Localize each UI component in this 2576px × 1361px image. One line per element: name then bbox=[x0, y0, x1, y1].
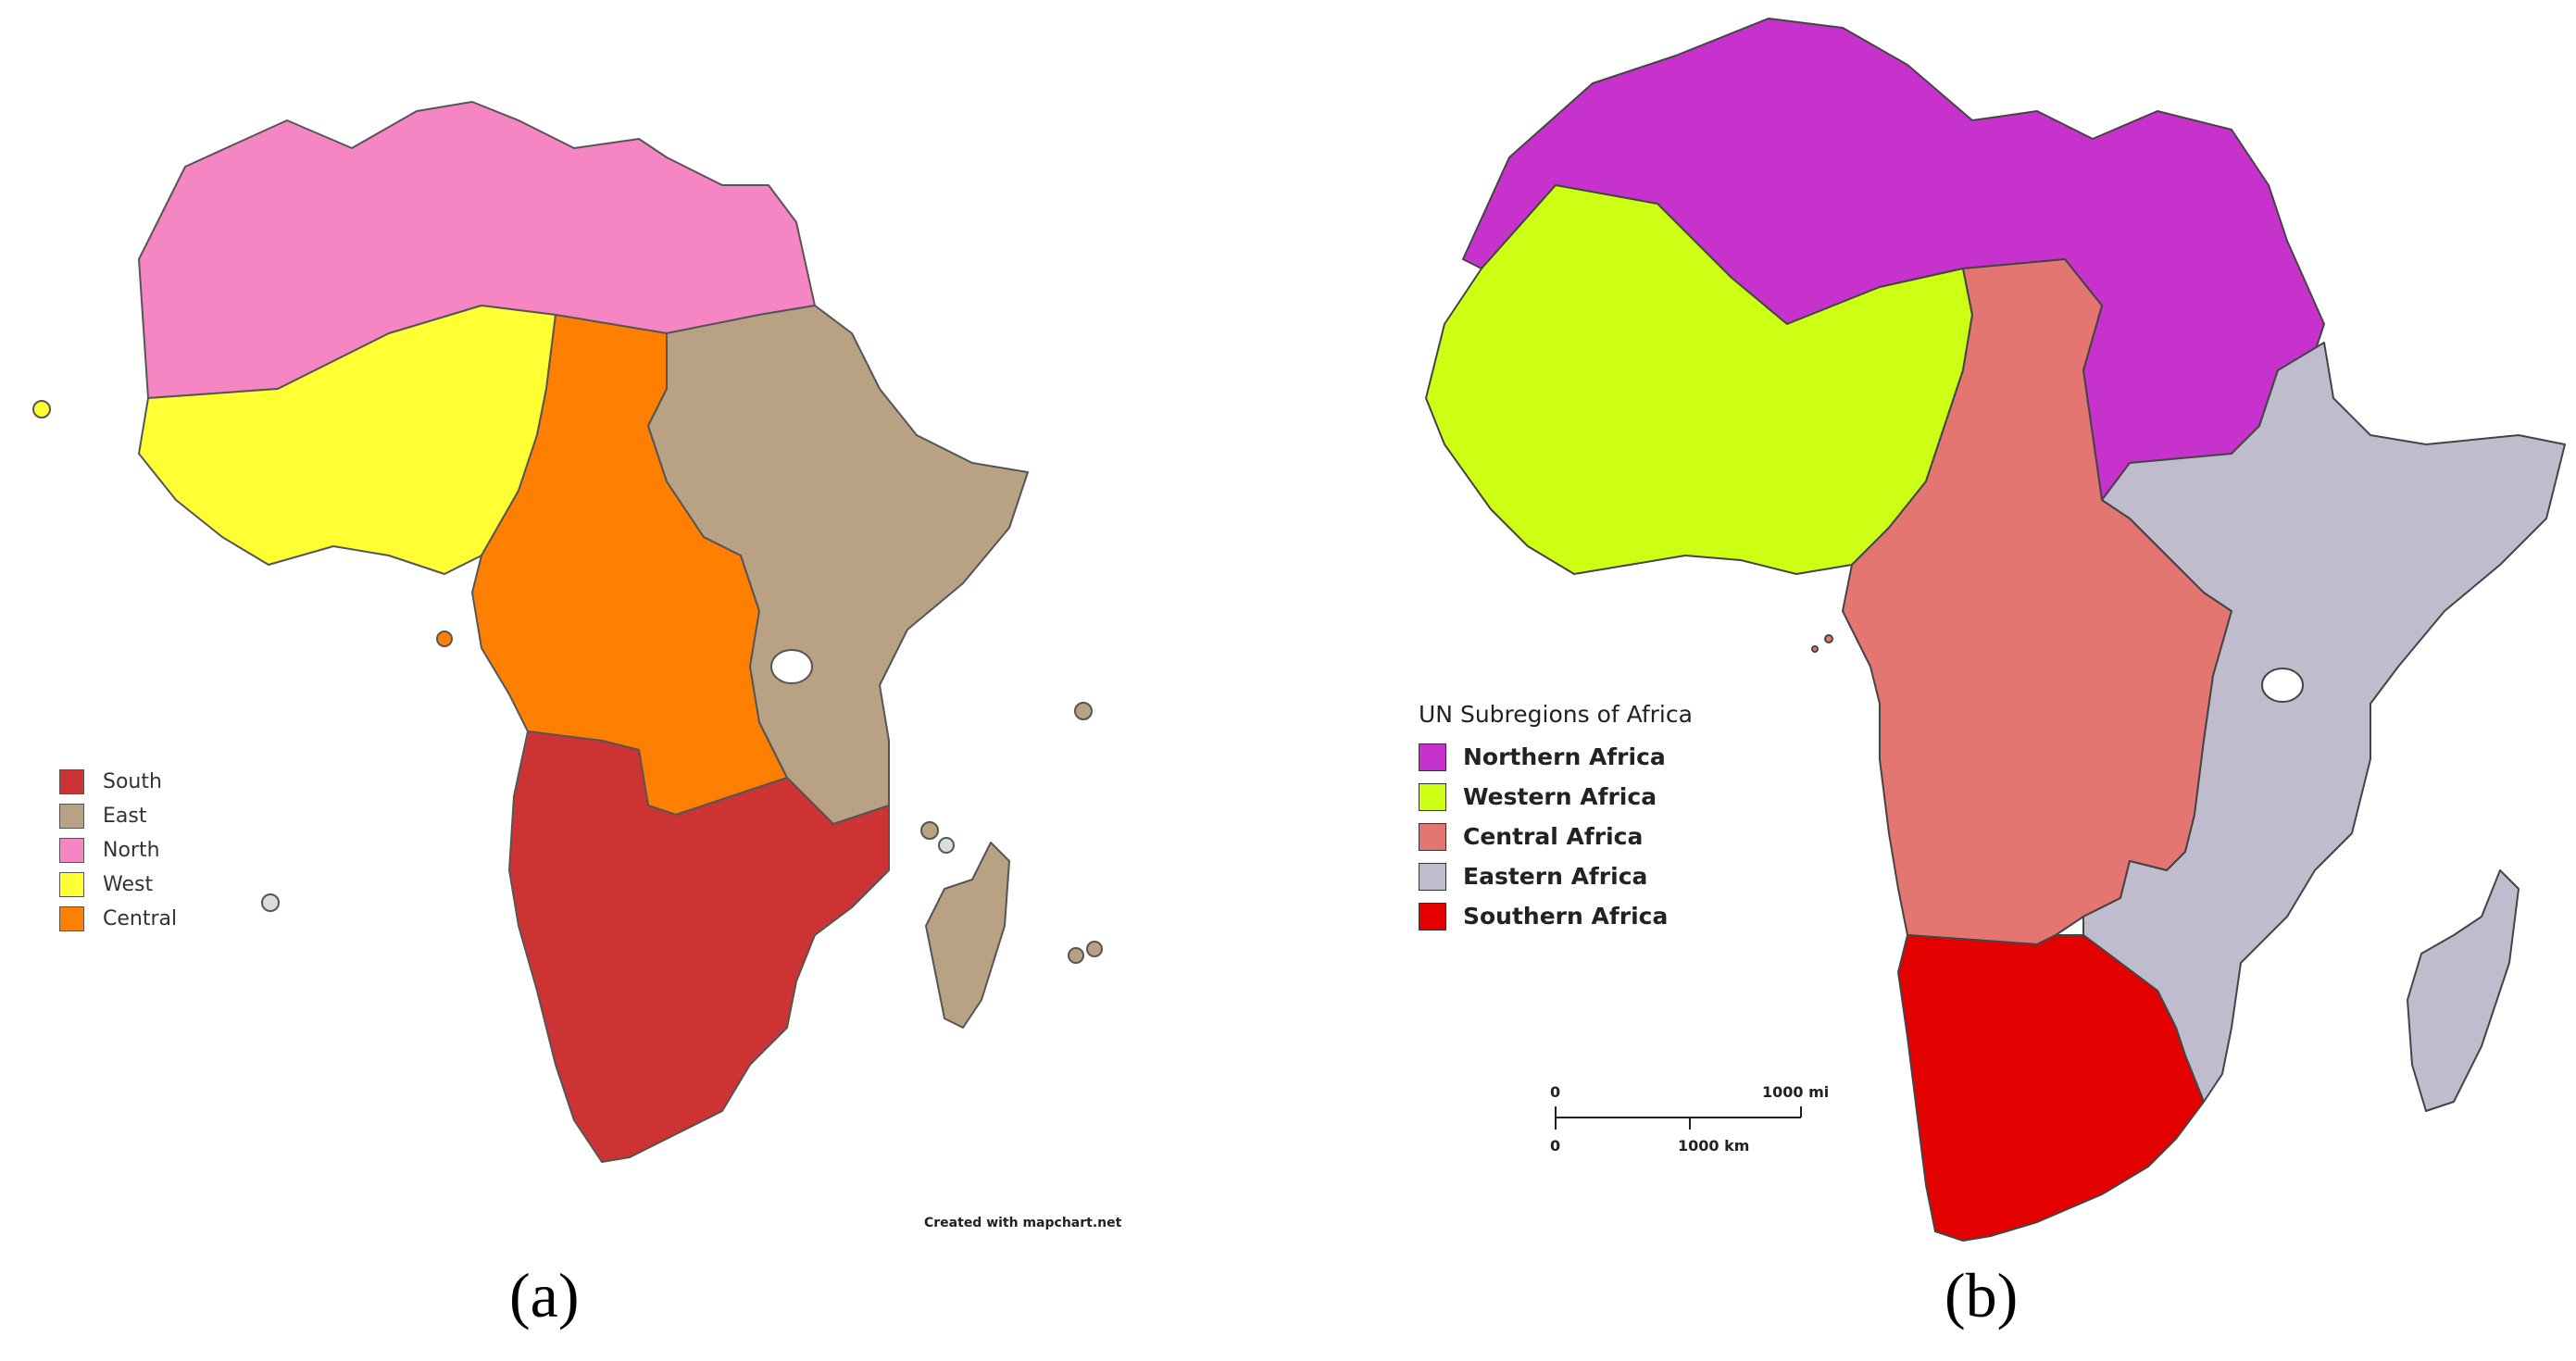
legend-b-item-northern: Northern Africa bbox=[1419, 737, 1693, 777]
legend-a-swatch bbox=[59, 769, 84, 794]
legend-a-label: East bbox=[103, 805, 147, 828]
scale-zero-top: 0 bbox=[1550, 1083, 1561, 1101]
panel-b-map bbox=[1425, 18, 2566, 1242]
legend-a-item-south: South bbox=[59, 765, 177, 799]
scale-zero-bottom: 0 bbox=[1550, 1137, 1561, 1155]
legend-b-swatch bbox=[1419, 743, 1446, 771]
legend-b-label: Southern Africa bbox=[1463, 903, 1669, 930]
legend-a-label: North bbox=[103, 839, 160, 862]
island-comoros-a bbox=[920, 821, 939, 840]
region-madagascar-b bbox=[2407, 869, 2520, 1112]
legend-b-swatch bbox=[1419, 822, 1446, 851]
region-south-a bbox=[508, 730, 890, 1163]
legend-b-swatch bbox=[1419, 782, 1446, 811]
legend-b-title: UN Subregions of Africa bbox=[1419, 701, 1693, 728]
region-eastern-africa-b bbox=[2082, 342, 2566, 1103]
legend-b-swatch bbox=[1419, 862, 1446, 891]
legend-a-swatch bbox=[59, 906, 84, 931]
island-sao-tome-a bbox=[436, 631, 453, 647]
legend-a-item-central: Central bbox=[59, 902, 177, 936]
lake-victoria-a bbox=[770, 649, 813, 684]
legend-a-swatch bbox=[59, 872, 84, 897]
legend-a-label: South bbox=[103, 770, 162, 793]
legend-a-label: West bbox=[103, 873, 154, 896]
legend-b-item-southern: Southern Africa bbox=[1419, 896, 1693, 936]
legend-a-item-north: North bbox=[59, 833, 177, 868]
legend-b-label: Northern Africa bbox=[1463, 743, 1666, 770]
legend-a-item-east: East bbox=[59, 799, 177, 833]
island-reunion-a bbox=[1086, 941, 1103, 957]
island-mauritius-a bbox=[1068, 947, 1084, 964]
region-madagascar-a bbox=[925, 842, 1010, 1029]
island-mayotte-a bbox=[938, 837, 955, 854]
island-st-helena-a bbox=[261, 893, 280, 912]
legend-b-swatch bbox=[1419, 902, 1446, 930]
legend-a: South East North West Central bbox=[59, 765, 177, 936]
caption-a: (a) bbox=[509, 1260, 580, 1330]
legend-b-item-central: Central Africa bbox=[1419, 817, 1693, 856]
legend-b-label: Central Africa bbox=[1463, 823, 1644, 850]
region-southern-africa-b bbox=[1897, 934, 2205, 1242]
legend-b-label: Western Africa bbox=[1463, 783, 1657, 810]
legend-b-item-eastern: Eastern Africa bbox=[1419, 856, 1693, 896]
legend-b-item-western: Western Africa bbox=[1419, 777, 1693, 817]
legend-a-label: Central bbox=[103, 907, 178, 930]
island-cape-verde-a bbox=[32, 400, 51, 418]
lake-victoria-b bbox=[2261, 668, 2304, 703]
island-bioko-b bbox=[1811, 645, 1819, 653]
panel-a-map bbox=[32, 101, 1103, 1163]
scale-km: 1000 km bbox=[1678, 1137, 1750, 1155]
island-sao-tome-b bbox=[1824, 634, 1833, 643]
region-east-a bbox=[647, 305, 1029, 825]
caption-b: (b) bbox=[1945, 1260, 2019, 1330]
legend-a-swatch bbox=[59, 838, 84, 863]
scale-bar bbox=[1555, 1106, 1802, 1130]
legend-a-item-west: West bbox=[59, 868, 177, 902]
legend-b: UN Subregions of Africa Northern Africa … bbox=[1419, 701, 1693, 936]
mapchart-credit: Created with mapchart.net bbox=[924, 1216, 1122, 1230]
legend-a-swatch bbox=[59, 804, 84, 829]
scale-miles: 1000 mi bbox=[1762, 1083, 1830, 1101]
island-seychelles-a bbox=[1074, 702, 1093, 720]
legend-b-label: Eastern Africa bbox=[1463, 863, 1648, 890]
